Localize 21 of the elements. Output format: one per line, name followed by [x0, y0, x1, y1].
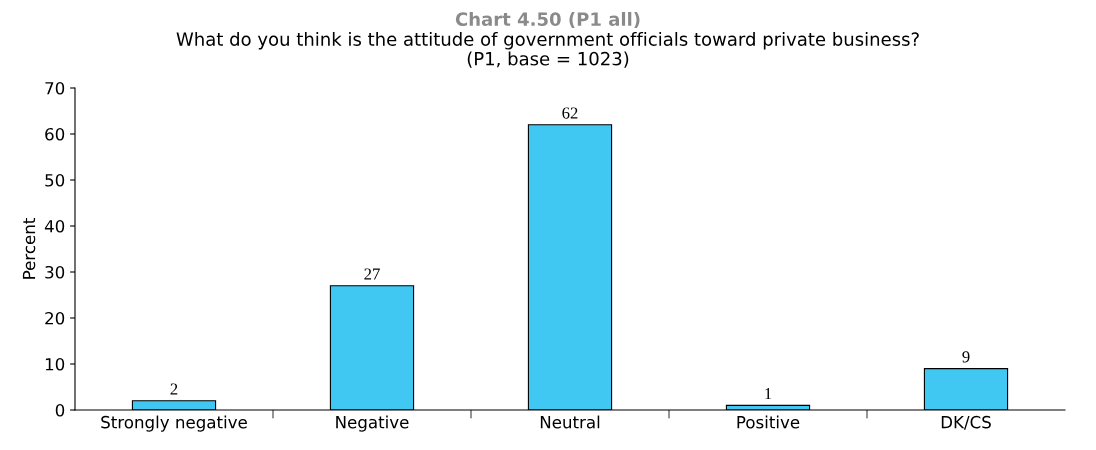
y-tick-label: 30 [45, 265, 65, 279]
x-tick-label: Neutral [540, 415, 600, 429]
y-tick-label: 60 [45, 127, 65, 141]
chart-subtitle: What do you think is the attitude of government officials toward private business? (P1, base = 1023) [176, 32, 919, 68]
y-tick-label: 0 [55, 403, 65, 417]
data-label: 62 [562, 107, 578, 119]
data-label: 2 [170, 383, 178, 395]
chart-title: Chart 4.50 (P1 all) [455, 12, 640, 29]
y-axis-title: Percent [22, 218, 36, 279]
y-tick-label: 40 [44, 219, 65, 233]
x-tick-label: Negative [336, 415, 409, 432]
y-tick-label: 50 [45, 173, 65, 187]
y-tick-label: 70 [45, 81, 65, 95]
x-tick-label: Positive [737, 415, 800, 429]
data-label: 1 [765, 388, 772, 400]
data-label: 9 [962, 351, 970, 363]
y-tick-label: 20 [45, 311, 65, 325]
x-tick-label: Strongly negative [101, 415, 247, 432]
x-tick-label: DK/CS [941, 415, 991, 430]
data-label: 27 [364, 268, 380, 280]
y-tick-label: 10 [45, 357, 65, 371]
